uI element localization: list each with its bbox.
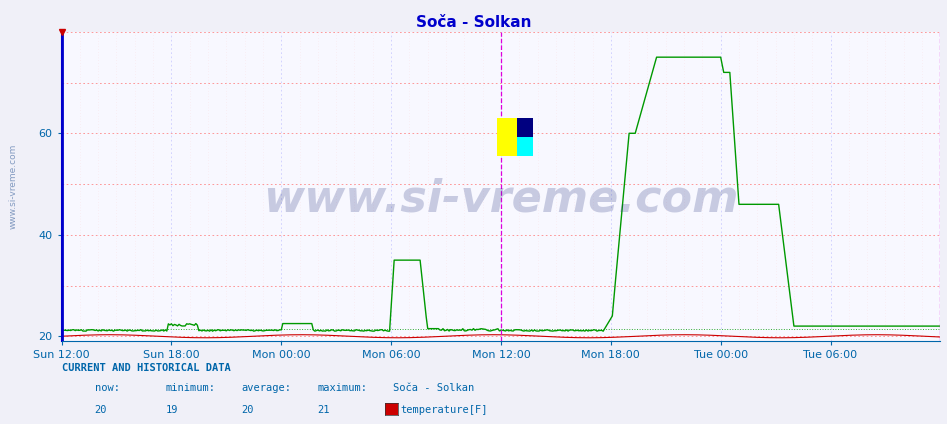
Text: minimum:: minimum: [166, 383, 216, 393]
Text: Soča - Solkan: Soča - Solkan [393, 383, 474, 393]
Text: now:: now: [95, 383, 119, 393]
Text: CURRENT AND HISTORICAL DATA: CURRENT AND HISTORICAL DATA [62, 363, 230, 373]
Text: temperature[F]: temperature[F] [401, 405, 488, 416]
Text: Soča - Solkan: Soča - Solkan [416, 15, 531, 30]
Bar [517, 137, 533, 156]
Bar [496, 118, 517, 156]
Text: average:: average: [241, 383, 292, 393]
Text: www.si-vreme.com: www.si-vreme.com [9, 144, 18, 229]
Bar [517, 118, 533, 137]
Text: maximum:: maximum: [317, 383, 367, 393]
Text: 20: 20 [241, 405, 254, 416]
Text: 21: 21 [317, 405, 330, 416]
Text: 20: 20 [95, 405, 107, 416]
Text: 19: 19 [166, 405, 178, 416]
Text: www.si-vreme.com: www.si-vreme.com [263, 177, 739, 220]
